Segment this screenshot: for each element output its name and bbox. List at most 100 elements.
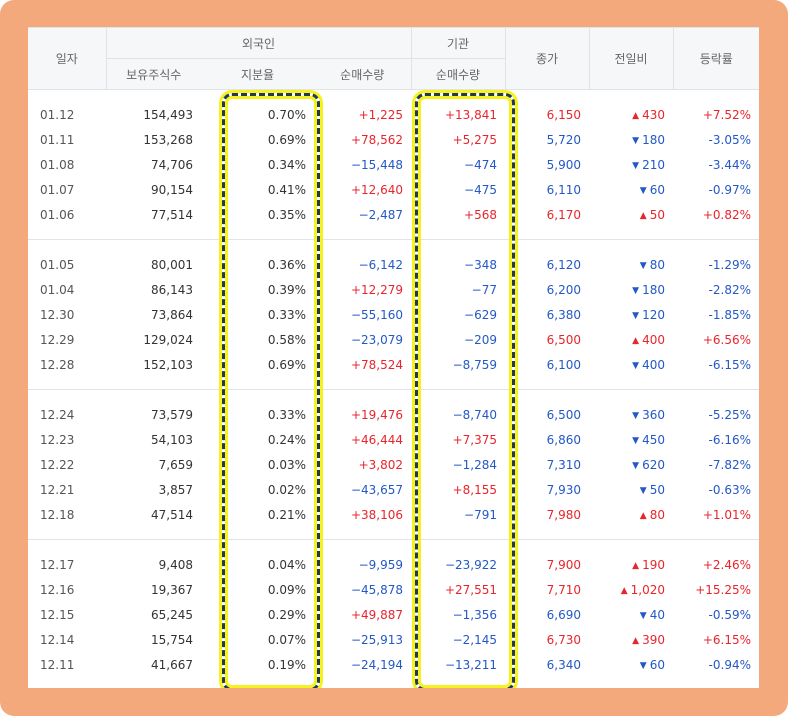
cell-holdings: 73,864 (151, 307, 193, 322)
triangle-down-icon: ▼ (632, 410, 640, 421)
cell-date: 12.17 (40, 557, 75, 572)
cell-close: 6,690 (546, 607, 581, 622)
change-value: 60 (649, 657, 665, 672)
cell-share: 0.33% (267, 407, 306, 422)
cell-close: 6,200 (546, 282, 581, 297)
cell-change: ▼ 40 (589, 602, 673, 627)
change-value: 400 (642, 357, 665, 372)
cell-foreign-net: −6,142 (358, 257, 403, 272)
col-header-date: 일자 (28, 27, 106, 90)
cell-change: ▼ 50 (589, 477, 673, 502)
cell-close: 7,930 (546, 482, 581, 497)
cell-close: 6,860 (546, 432, 581, 447)
cell-foreign-net: +78,524 (350, 357, 403, 372)
table-row: 12.28 152,103 0.69% +78,524 −8,759 6,100 ▼ 400 -… (28, 352, 759, 377)
cell-holdings: 80,001 (151, 257, 193, 272)
table-row: 12.22 7,659 0.03% +3,802 −1,284 7,310 ▼ 620 -7.8… (28, 452, 759, 477)
cell-date: 12.18 (40, 507, 75, 522)
triangle-down-icon: ▼ (632, 135, 640, 146)
table-row: 12.16 19,367 0.09% −45,878 +27,551 7,710 ▲ 1,02… (28, 577, 759, 602)
cell-foreign-net: −23,079 (350, 332, 403, 347)
cell-close: 6,730 (546, 632, 581, 647)
col-header-foreign-net: 순매수량 (314, 58, 411, 90)
cell-inst-net: +5,275 (452, 132, 497, 147)
cell-change: ▲ 1,020 (589, 577, 673, 602)
table-row: 12.18 47,514 0.21% +38,106 −791 7,980 ▲ 80 +1.01… (28, 502, 759, 527)
cell-share: 0.58% (267, 332, 306, 347)
cell-change: ▼ 60 (589, 177, 673, 202)
cell-rate: +2.46% (702, 557, 751, 572)
cell-close: 6,150 (546, 107, 581, 122)
cell-change: ▼ 400 (589, 352, 673, 377)
table-row: 12.21 3,857 0.02% −43,657 +8,155 7,930 ▼ 50 -0.6… (28, 477, 759, 502)
table-row: 12.23 54,103 0.24% +46,444 +7,375 6,860 ▼ 450 -6… (28, 427, 759, 452)
cell-close: 7,710 (546, 582, 581, 597)
cell-inst-net: +8,155 (452, 482, 497, 497)
col-header-holdings: 보유주식수 (105, 58, 201, 90)
cell-inst-net: −629 (464, 307, 497, 322)
cell-holdings: 152,103 (143, 357, 193, 372)
change-value: 50 (649, 482, 665, 497)
cell-inst-net: −474 (464, 157, 497, 172)
cell-close: 6,500 (546, 332, 581, 347)
triangle-down-icon: ▼ (639, 185, 647, 196)
table-row: 12.29 129,024 0.58% −23,079 −209 6,500 ▲ 400 +6.… (28, 327, 759, 352)
cell-share: 0.69% (267, 132, 306, 147)
cell-date: 12.29 (40, 332, 75, 347)
cell-foreign-net: +1,225 (358, 107, 403, 122)
col-header-share: 지분율 (201, 58, 314, 90)
cell-change: ▲ 430 (589, 102, 673, 127)
cell-holdings: 154,493 (143, 107, 193, 122)
change-value: 390 (642, 632, 665, 647)
cell-foreign-net: −2,487 (358, 207, 403, 222)
cell-close: 6,380 (546, 307, 581, 322)
cell-share: 0.70% (267, 107, 306, 122)
table-row: 12.15 65,245 0.29% +49,887 −1,356 6,690 ▼ 40 -0.… (28, 602, 759, 627)
triangle-down-icon: ▼ (639, 260, 647, 271)
cell-rate: -1.85% (708, 307, 751, 322)
change-value: 210 (642, 157, 665, 172)
table-row: 12.11 41,667 0.19% −24,194 −13,211 6,340 ▼ 60 -0… (28, 652, 759, 677)
cell-change: ▼ 620 (589, 452, 673, 477)
cell-inst-net: −1,356 (452, 607, 497, 622)
col-header-change: 전일비 (588, 27, 673, 90)
cell-rate: -0.59% (708, 607, 751, 622)
col-group-institution: 기관 (410, 27, 505, 59)
cell-date: 01.04 (40, 282, 75, 297)
table-row: 01.07 90,154 0.41% +12,640 −475 6,110 ▼ 60 -0.97… (28, 177, 759, 202)
cell-holdings: 153,268 (143, 132, 193, 147)
cell-rate: +6.56% (702, 332, 751, 347)
cell-date: 01.07 (40, 182, 75, 197)
cell-close: 6,340 (546, 657, 581, 672)
cell-rate: -6.16% (708, 432, 751, 447)
separator-cell (28, 227, 759, 240)
cell-rate: +6.15% (702, 632, 751, 647)
cell-date: 12.16 (40, 582, 75, 597)
cell-holdings: 15,754 (151, 632, 193, 647)
cell-foreign-net: +38,106 (350, 507, 403, 522)
cell-share: 0.21% (267, 507, 306, 522)
cell-inst-net: −77 (471, 282, 497, 297)
cell-close: 5,900 (546, 157, 581, 172)
cell-rate: -1.29% (708, 257, 751, 272)
spacer-cell (28, 540, 759, 553)
cell-close: 6,500 (546, 407, 581, 422)
cell-date: 12.14 (40, 632, 75, 647)
cell-holdings: 7,659 (158, 457, 193, 472)
col-header-rate: 등락률 (672, 27, 759, 90)
triangle-up-icon: ▲ (639, 210, 647, 221)
triangle-down-icon: ▼ (632, 285, 640, 296)
cell-inst-net: −8,759 (452, 357, 497, 372)
cell-rate: +15.25% (695, 582, 751, 597)
cell-share: 0.24% (267, 432, 306, 447)
cell-holdings: 9,408 (158, 557, 193, 572)
change-value: 180 (642, 282, 665, 297)
cell-inst-net: −475 (464, 182, 497, 197)
cell-share: 0.69% (267, 357, 306, 372)
cell-rate: -2.82% (708, 282, 751, 297)
cell-inst-net: −209 (464, 332, 497, 347)
cell-holdings: 74,706 (151, 157, 193, 172)
cell-share: 0.02% (267, 482, 306, 497)
cell-share: 0.39% (267, 282, 306, 297)
cell-close: 6,170 (546, 207, 581, 222)
